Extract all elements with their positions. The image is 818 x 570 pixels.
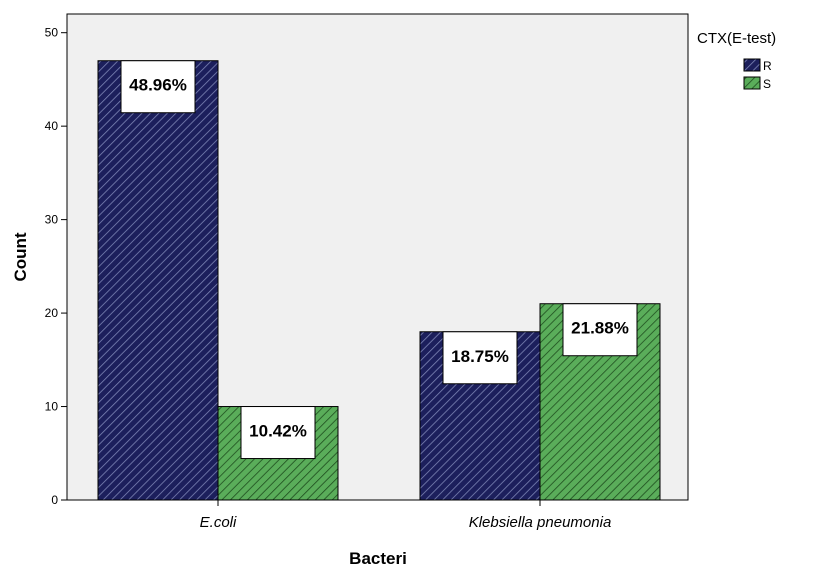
legend: CTX(E-test) RS xyxy=(697,30,776,91)
bar-r-0 xyxy=(97,60,219,501)
x-tick-label: E.coli xyxy=(200,514,237,531)
y-axis: 0 10 20 30 40 50 xyxy=(45,26,67,507)
y-tick-label: 20 xyxy=(45,306,59,320)
data-label-box xyxy=(562,303,638,357)
legend-swatch-s xyxy=(743,76,761,90)
y-tick-label: 30 xyxy=(45,213,59,227)
data-label: 10.42% xyxy=(249,422,307,441)
legend-label-r: R xyxy=(763,59,772,73)
data-label-box xyxy=(120,60,196,114)
legend-title: CTX(E-test) xyxy=(697,30,776,47)
x-tick-label: Klebsiella pneumonia xyxy=(469,514,612,531)
legend-label-s: S xyxy=(763,77,771,91)
legend-swatch-r xyxy=(743,58,761,72)
data-label-box xyxy=(442,331,518,385)
x-axis-title: Bacteri xyxy=(349,549,407,568)
data-label-box xyxy=(240,406,316,460)
y-tick-label: 40 xyxy=(45,119,59,133)
data-label: 18.75% xyxy=(451,347,509,366)
x-axis: E.coli Klebsiella pneumonia xyxy=(200,500,612,531)
y-tick-label: 50 xyxy=(45,26,59,40)
y-axis-title: Count xyxy=(11,232,30,281)
data-labels: 48.96% 10.42% 18.75% 21.88% xyxy=(120,60,638,460)
data-label: 48.96% xyxy=(129,76,187,95)
y-tick-label: 0 xyxy=(51,493,58,507)
data-label: 21.88% xyxy=(571,319,629,338)
y-tick-label: 10 xyxy=(45,400,59,414)
